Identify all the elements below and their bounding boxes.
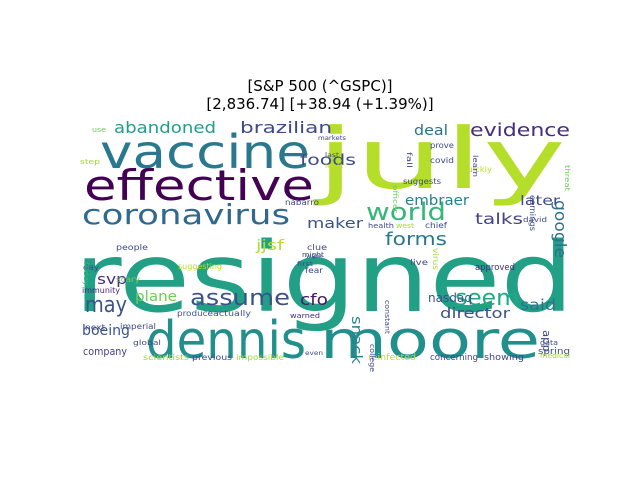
- word-said: said: [520, 296, 556, 314]
- word-fear: fear: [305, 266, 324, 275]
- word-plane: plane: [135, 289, 177, 305]
- word-health: health: [368, 222, 394, 230]
- word-assume: assume: [190, 286, 290, 311]
- word-boeing: boeing: [82, 323, 130, 339]
- word-coronavirus: coronavirus: [82, 198, 290, 231]
- word-actually: actually: [213, 309, 251, 318]
- word-people: people: [116, 243, 148, 252]
- word-embraer: embraer: [405, 193, 469, 209]
- word-company: company: [83, 345, 127, 358]
- word-david: david: [523, 216, 547, 224]
- word-immunity: immunity: [82, 286, 120, 295]
- word-constant: constant: [383, 300, 391, 334]
- word-fall: fall: [405, 152, 413, 168]
- word-learn: learn: [471, 155, 479, 177]
- word-abandoned: abandoned: [114, 118, 216, 137]
- word-july: july: [313, 110, 566, 208]
- word-jjsf: jjsf: [255, 238, 286, 254]
- word-impossible: impossible: [236, 353, 284, 362]
- word-later: later: [520, 194, 561, 209]
- word-evidence: evidence: [470, 120, 570, 141]
- word-produce: produce: [177, 309, 213, 318]
- word-warned: warned: [290, 312, 320, 320]
- word-markets: markets: [318, 135, 346, 142]
- word-forms: forms: [385, 229, 447, 250]
- word-chief: chief: [425, 221, 447, 230]
- chart-title-line-2: [2,836.74] [+38.94 (+1.39%)]: [206, 95, 434, 113]
- word-svp: svp: [97, 272, 127, 288]
- word-previous: previous: [192, 353, 232, 362]
- word-west: west: [396, 222, 414, 230]
- word-world: world: [366, 198, 446, 226]
- word-maker: maker: [307, 216, 363, 232]
- word-showing: showing: [484, 353, 524, 363]
- word-vaccine: vaccine: [100, 125, 310, 179]
- word-deal: deal: [414, 123, 448, 139]
- word-approved: approved: [475, 263, 515, 273]
- word-may: may: [85, 293, 127, 318]
- word-data: data: [540, 339, 558, 347]
- word-dennis: dennis: [146, 311, 306, 371]
- chart-title-line-1: [S&P 500 (^GSPC)]: [247, 77, 393, 95]
- word-suggesting: suggesting: [178, 262, 222, 271]
- word-director: director: [440, 306, 510, 322]
- word-virus: virus: [431, 248, 440, 270]
- word-foods: foods: [300, 151, 356, 169]
- word-covid: covid: [430, 156, 454, 165]
- word-use: use: [92, 126, 106, 134]
- word-nasdaq: nasdaq: [428, 291, 472, 305]
- word-clue: clue: [307, 243, 327, 252]
- word-talks: talks: [475, 210, 523, 228]
- word-medical: medical: [540, 352, 570, 360]
- word-google: google: [551, 200, 570, 258]
- word-quickly: quickly: [462, 165, 492, 174]
- word-day: day: [83, 263, 99, 272]
- word-spring: spring: [538, 347, 570, 357]
- word-scary: scary: [116, 275, 140, 284]
- word-effective: effective: [84, 161, 314, 210]
- word-least: least: [325, 163, 344, 170]
- word-threat: threat: [563, 165, 571, 191]
- word-brazilian: brazilian: [240, 118, 332, 137]
- word-earnings: earnings: [528, 195, 537, 231]
- word-cfo: cfo: [300, 290, 328, 309]
- word-were: were: [306, 253, 322, 260]
- word-friday: friday: [82, 262, 90, 286]
- word-imperial: imperial: [120, 322, 156, 331]
- word-live: live: [410, 258, 428, 267]
- word-step: step: [80, 158, 101, 166]
- word-scientists: scientists: [143, 353, 189, 362]
- word-nabarro: nabarro: [285, 198, 319, 207]
- word-college: college: [368, 344, 376, 372]
- word-even: even: [305, 350, 323, 357]
- word-app: app: [540, 330, 553, 352]
- word-moore: moore: [320, 311, 540, 371]
- word-prove: prove: [430, 141, 454, 150]
- word-officer: officer: [391, 185, 399, 213]
- word-first: first: [297, 261, 314, 268]
- word-concerning: concerning: [430, 353, 478, 363]
- word-snack: snack: [348, 316, 364, 365]
- word-global: global: [133, 339, 161, 347]
- word-last: last: [325, 152, 340, 159]
- word-reinfected: reinfected: [368, 353, 416, 363]
- word-might: might: [302, 251, 324, 259]
- word-resigned: resigned: [74, 222, 574, 334]
- word-seem: seem: [455, 286, 519, 311]
- word-next: next: [85, 323, 105, 332]
- word-suggests: suggests: [403, 177, 441, 186]
